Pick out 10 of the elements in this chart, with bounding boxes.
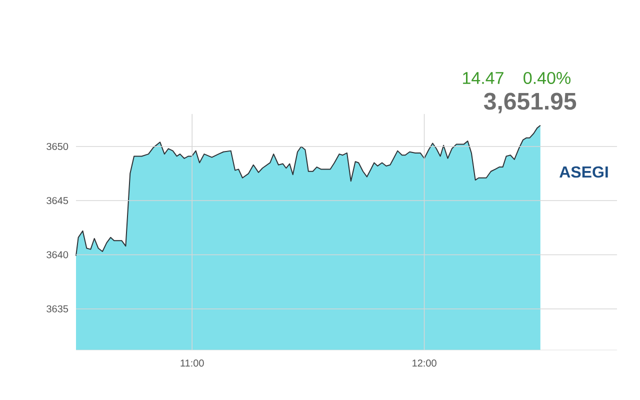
y-tick-label: 3645 bbox=[46, 197, 68, 204]
x-tick-label: 11:00 bbox=[180, 360, 204, 367]
annotation: ASEGI bbox=[560, 166, 608, 178]
text: 0.40% bbox=[524, 72, 570, 84]
y-tick-label: 3640 bbox=[46, 251, 68, 258]
text: 3,651.95 bbox=[484, 92, 576, 114]
y-tick-label: 3650 bbox=[46, 142, 68, 150]
text: 14.47 bbox=[463, 72, 504, 84]
y-tick-label: 3635 bbox=[46, 305, 68, 312]
x-tick-label: 12:00 bbox=[412, 360, 436, 367]
